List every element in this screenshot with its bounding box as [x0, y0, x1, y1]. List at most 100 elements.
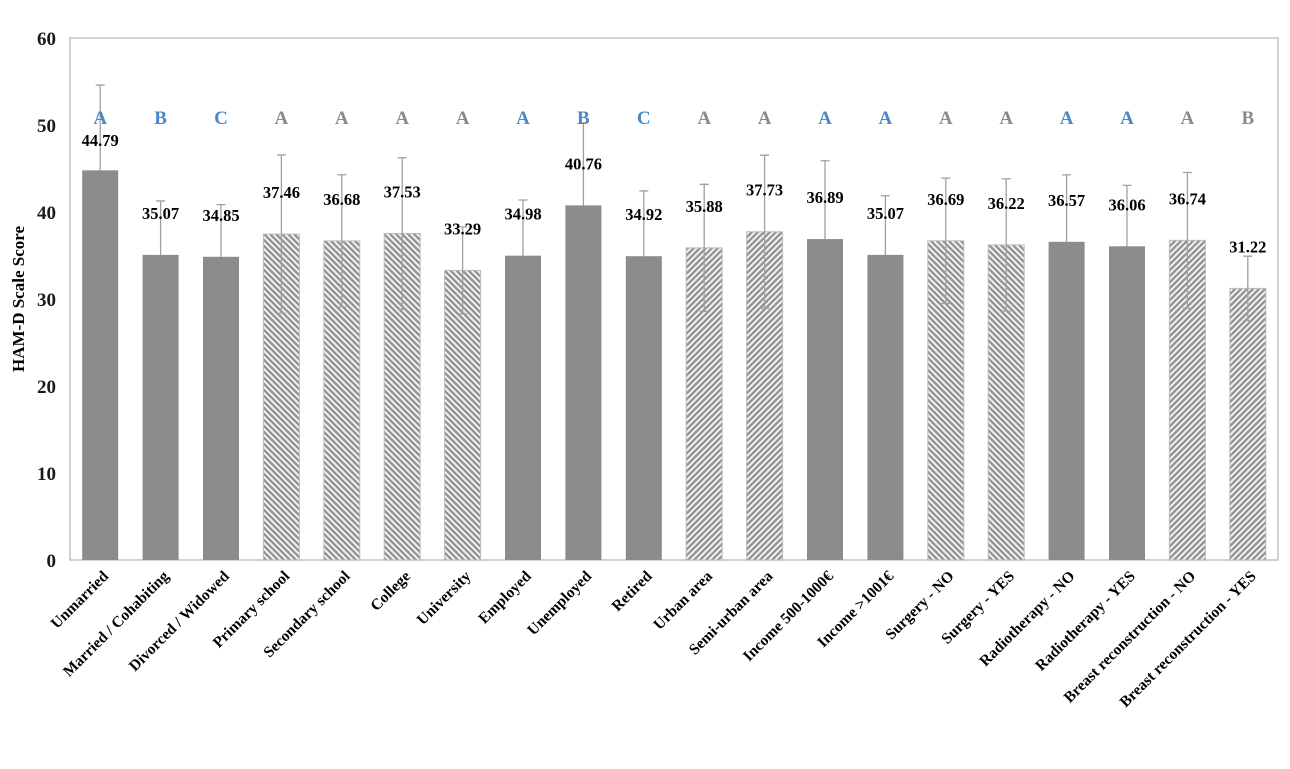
- bar-group: 34.98 A Employed: [475, 108, 541, 627]
- category-label: Radiotherapy - YES: [1032, 568, 1139, 675]
- bar-value-label: 34.85: [202, 206, 239, 225]
- significance-letter: A: [275, 108, 289, 129]
- bar: [262, 233, 300, 561]
- error-bar: [760, 154, 770, 309]
- error-bar: [699, 183, 709, 313]
- significance-letter: A: [93, 108, 107, 129]
- significance-letter: A: [999, 108, 1013, 129]
- error-bar: [941, 177, 951, 305]
- y-tick-label: 20: [37, 377, 56, 398]
- y-axis-title: HAM-D Scale Score: [9, 226, 28, 372]
- bar: [1229, 287, 1267, 561]
- category-label: University: [414, 568, 475, 629]
- significance-letter: A: [395, 108, 409, 129]
- bar: [565, 205, 602, 560]
- plot-area: [69, 37, 1279, 561]
- bar-group: 44.79 A Unmarried: [48, 84, 119, 633]
- bar-value-label: 35.88: [686, 197, 723, 216]
- significance-letter: A: [879, 108, 893, 129]
- error-bar: [95, 84, 105, 171]
- error-bar: [1182, 171, 1192, 309]
- y-tick-label: 40: [37, 203, 56, 224]
- bar-value-label: 37.46: [263, 183, 300, 202]
- error-bar: [880, 195, 890, 255]
- significance-letter: C: [637, 108, 651, 129]
- bar-value-label: 36.06: [1108, 195, 1145, 214]
- bar-value-label: 37.53: [384, 182, 421, 201]
- bar-group: 37.53 A College: [367, 108, 420, 615]
- y-tick-label: 50: [37, 116, 56, 137]
- bar-value-label: 44.79: [82, 131, 119, 150]
- significance-letter: A: [697, 108, 711, 129]
- bar-value-label: 34.92: [625, 205, 662, 224]
- category-label: Retired: [608, 568, 655, 615]
- category-label: Employed: [475, 568, 535, 628]
- error-bar: [458, 226, 468, 315]
- category-label: Urban area: [650, 568, 716, 634]
- significance-letter: A: [939, 108, 953, 129]
- bar-group: 33.29 A University: [414, 108, 481, 629]
- error-bar: [518, 199, 528, 256]
- bar: [142, 254, 179, 561]
- error-bar: [397, 157, 407, 310]
- y-tick-label: 0: [47, 551, 57, 572]
- bar-group: 35.88 A Urban area: [650, 108, 722, 634]
- bar: [625, 256, 662, 560]
- error-bar: [820, 160, 830, 240]
- significance-letter: B: [154, 108, 167, 129]
- bar: [82, 170, 119, 560]
- error-bar: [1001, 178, 1011, 312]
- bar: [505, 255, 541, 560]
- y-tick-label: 10: [37, 464, 56, 485]
- significance-letter: A: [335, 108, 349, 129]
- category-label: College: [367, 568, 414, 615]
- y-tick-label: 60: [37, 29, 56, 50]
- bar-value-label: 36.57: [1048, 191, 1085, 210]
- significance-letter: A: [516, 108, 530, 129]
- significance-letter: A: [818, 108, 832, 129]
- bar: [203, 256, 239, 560]
- bar-value-label: 40.76: [565, 154, 602, 173]
- bar: [807, 239, 843, 560]
- significance-letter: A: [1060, 108, 1074, 129]
- significance-letter: A: [1181, 108, 1195, 129]
- significance-letter: B: [577, 108, 590, 129]
- error-bar: [156, 200, 166, 255]
- bar-value-label: 36.69: [927, 190, 964, 209]
- bar-value-label: 37.73: [746, 181, 783, 200]
- significance-letter: A: [1120, 108, 1134, 129]
- bar-value-label: 36.22: [988, 194, 1025, 213]
- bar-value-label: 33.29: [444, 219, 481, 238]
- significance-letter: A: [758, 108, 772, 129]
- category-label: Married / Cohabiting: [60, 568, 173, 681]
- category-label: Divorced / Widowed: [126, 568, 233, 675]
- significance-letter: A: [456, 108, 470, 129]
- error-bar: [578, 122, 588, 206]
- bar-value-label: 35.07: [867, 204, 904, 223]
- bar: [1109, 246, 1145, 560]
- significance-letter: C: [214, 108, 228, 129]
- bar: [1048, 241, 1085, 560]
- bar-group: 34.92 C Retired: [608, 108, 662, 615]
- bar-value-label: 31.22: [1229, 237, 1266, 256]
- bar-value-label: 36.89: [806, 188, 843, 207]
- significance-letter: B: [1241, 108, 1254, 129]
- y-tick-label: 30: [37, 290, 56, 311]
- bar: [867, 254, 904, 561]
- error-bar: [1243, 255, 1253, 322]
- error-bar: [337, 174, 347, 308]
- error-bar: [276, 154, 286, 314]
- error-bar: [216, 203, 226, 257]
- error-bar: [1122, 184, 1132, 247]
- bar-value-label: 34.98: [504, 205, 541, 224]
- category-label: Unmarried: [48, 568, 113, 633]
- bar: [444, 269, 482, 561]
- error-bar: [639, 190, 649, 257]
- bar-value-label: 36.68: [323, 190, 360, 209]
- bar-value-label: 36.74: [1169, 189, 1206, 208]
- error-bar: [1062, 174, 1072, 242]
- category-label: Unemployed: [524, 568, 595, 639]
- bar-value-label: 35.07: [142, 204, 179, 223]
